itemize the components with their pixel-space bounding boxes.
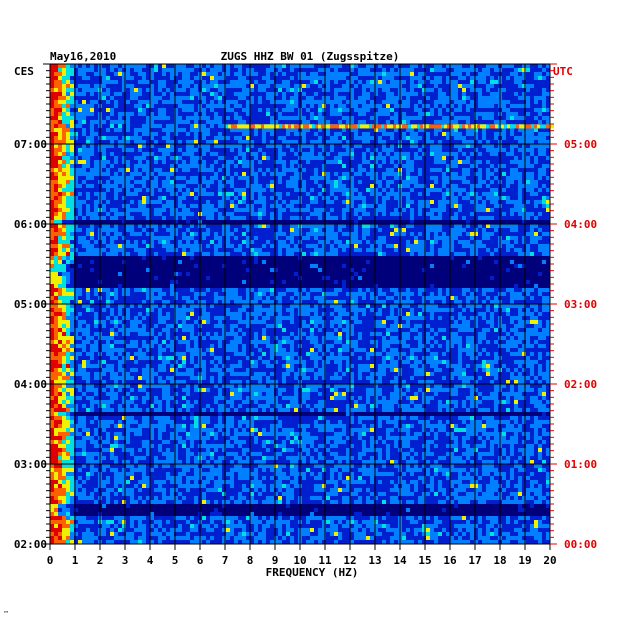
x-tick-label: 6 (197, 554, 204, 567)
x-tick-label: 15 (418, 554, 431, 567)
x-tick-label: 12 (343, 554, 356, 567)
x-tick-label: 0 (47, 554, 54, 567)
left-tick-label: 06:00 (14, 218, 47, 231)
right-tick-label: 00:00 (564, 538, 597, 551)
x-axis-label: FREQUENCY (HZ) (266, 566, 359, 579)
left-tick-label: 05:00 (14, 298, 47, 311)
footer-mark: ™ (4, 610, 8, 618)
right-tick-label: 02:00 (564, 378, 597, 391)
x-tick-label: 13 (368, 554, 381, 567)
chart-date: May16,2010 (50, 50, 116, 63)
x-tick-label: 19 (518, 554, 531, 567)
x-tick-label: 17 (468, 554, 481, 567)
left-tick-label: 02:00 (14, 538, 47, 551)
left-tick-label: 03:00 (14, 458, 47, 471)
axis-ticks: 0 1 2 3 4 5 6 7 8 9 10 11 12 13 14 15 16 17 18 19 2007:0006:… (14, 63, 597, 567)
x-tick-label: 1 (72, 554, 79, 567)
right-tick-label: 04:00 (564, 218, 597, 231)
broadband-feature (225, 124, 554, 129)
x-tick-label: 9 (272, 554, 279, 567)
x-tick-label: 4 (147, 554, 154, 567)
spectrogram-cells (50, 64, 550, 544)
left-axis-label: CES (14, 65, 34, 78)
x-tick-label: 18 (493, 554, 506, 567)
x-tick-label: 20 (543, 554, 556, 567)
right-axis-label: UTC (553, 65, 573, 78)
x-tick-label: 5 (172, 554, 179, 567)
x-tick-label: 14 (393, 554, 407, 567)
chart-title: ZUGS HHZ BW 01 (Zugsspitze) (221, 50, 400, 63)
left-tick-label: 07:00 (14, 138, 47, 151)
left-tick-label: 04:00 (14, 378, 47, 391)
x-tick-label: 11 (318, 554, 332, 567)
x-tick-label: 8 (247, 554, 254, 567)
right-tick-label: 05:00 (564, 138, 597, 151)
x-tick-label: 10 (293, 554, 306, 567)
x-tick-label: 7 (222, 554, 229, 567)
right-tick-label: 03:00 (564, 298, 597, 311)
x-tick-label: 16 (443, 554, 457, 567)
x-tick-label: 3 (122, 554, 129, 567)
grid-lines (49, 63, 551, 545)
x-tick-label: 2 (97, 554, 104, 567)
right-tick-label: 01:00 (564, 458, 597, 471)
